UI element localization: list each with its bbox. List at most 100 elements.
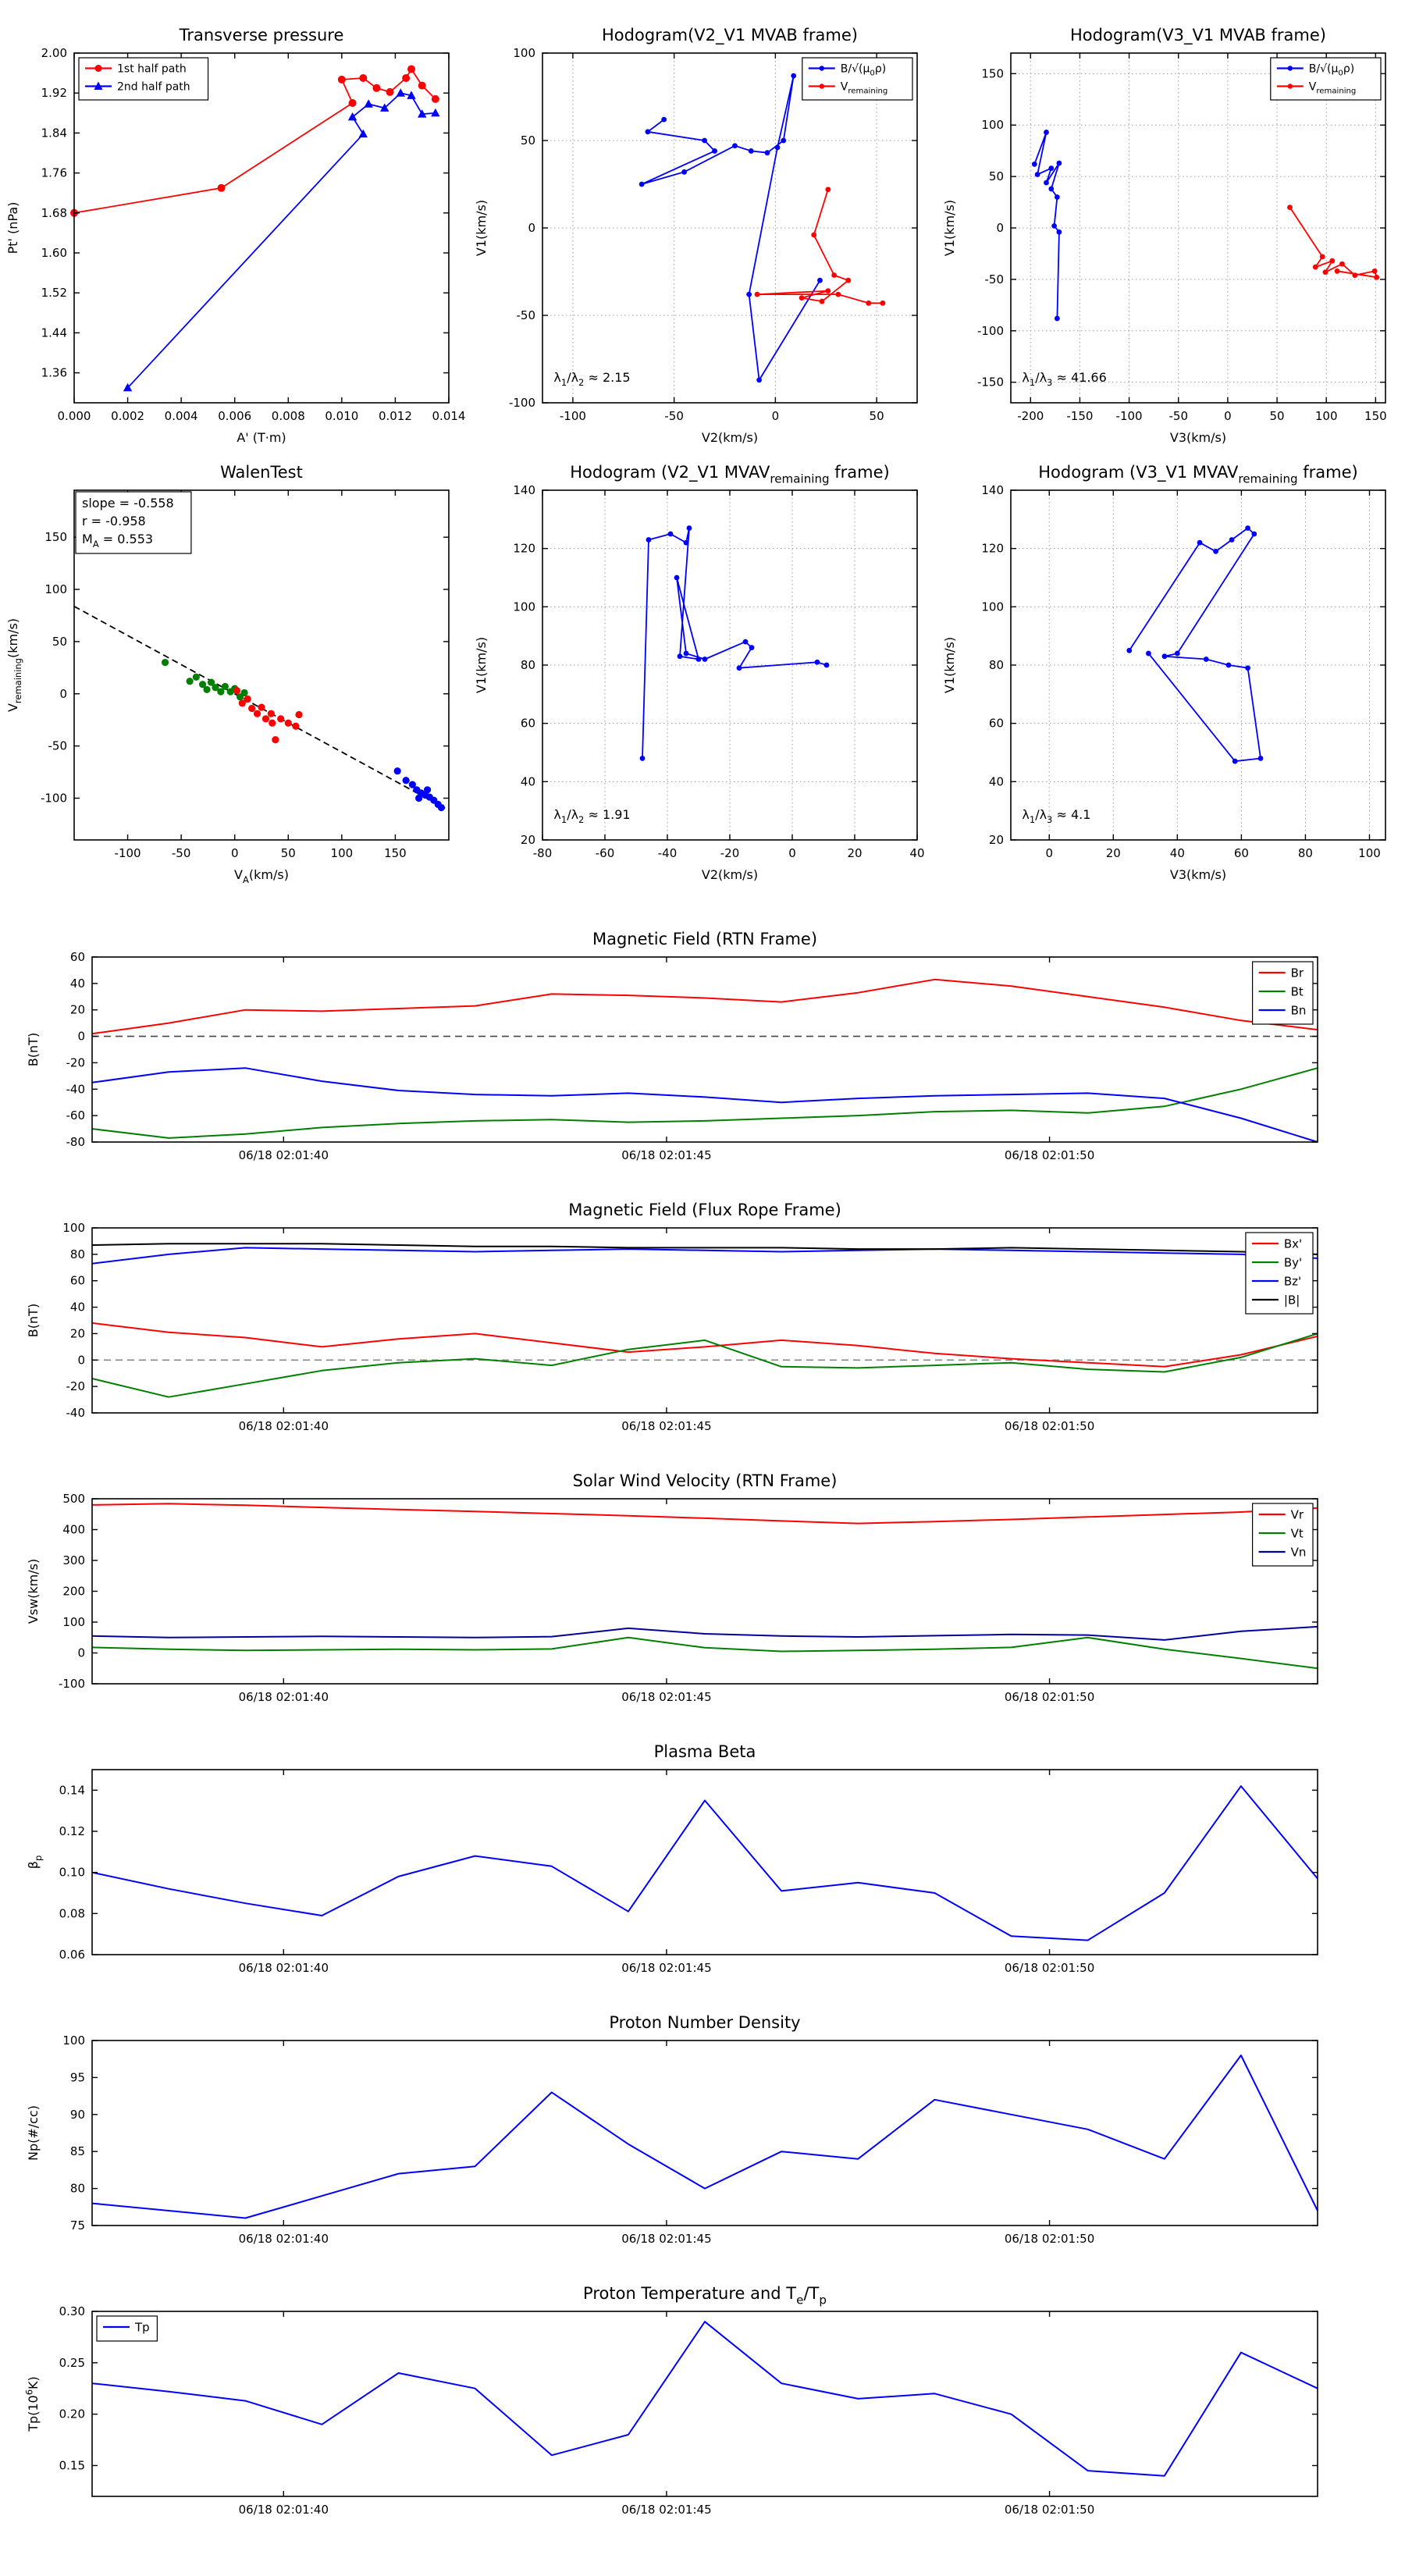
svg-text:50: 50 bbox=[1270, 409, 1285, 423]
svg-text:-100: -100 bbox=[115, 846, 141, 860]
svg-text:|B|: |B| bbox=[1284, 1293, 1300, 1307]
svg-text:V2(km/s): V2(km/s) bbox=[702, 430, 758, 445]
svg-text:-20: -20 bbox=[66, 1379, 86, 1393]
svg-text:40: 40 bbox=[70, 977, 85, 991]
panel-transverse-pressure-chart: 0.000 0.002 0.004 0.006 0.008 0.010 0.012 0.014… bbox=[5, 26, 466, 445]
svg-text:60: 60 bbox=[1234, 846, 1249, 860]
svg-text:Proton Temperature and Te/Tp: Proton Temperature and Te/Tp bbox=[583, 2284, 827, 2307]
panel-bfield-rtn-chart: 06/18 02:01:40 06/18 02:01:45 06/18 02:01:… bbox=[26, 930, 1318, 1162]
svg-text:06/18 02:01:40: 06/18 02:01:40 bbox=[239, 1148, 329, 1162]
svg-text:20: 20 bbox=[989, 833, 1004, 847]
svg-text:06/18 02:01:50: 06/18 02:01:50 bbox=[1005, 1148, 1094, 1162]
svg-text:06/18 02:01:45: 06/18 02:01:45 bbox=[621, 1148, 711, 1162]
svg-text:-200: -200 bbox=[1017, 409, 1044, 423]
svg-text:Vt: Vt bbox=[1291, 1526, 1304, 1540]
svg-text:Tp(106K): Tp(106K) bbox=[24, 2376, 41, 2432]
svg-text:0.15: 0.15 bbox=[59, 2459, 85, 2473]
svg-text:-20: -20 bbox=[66, 1055, 86, 1069]
svg-text:120: 120 bbox=[981, 542, 1004, 556]
svg-text:-100: -100 bbox=[977, 324, 1004, 338]
svg-text:06/18 02:01:45: 06/18 02:01:45 bbox=[621, 1961, 711, 1975]
svg-text:0.006: 0.006 bbox=[218, 409, 251, 423]
svg-text:βp: βp bbox=[26, 1856, 44, 1870]
svg-text:Vremaining(km/s): Vremaining(km/s) bbox=[5, 618, 23, 712]
svg-text:06/18 02:01:45: 06/18 02:01:45 bbox=[621, 1690, 711, 1704]
svg-text:-100: -100 bbox=[59, 1677, 85, 1691]
svg-text:20: 20 bbox=[847, 846, 862, 860]
svg-text:-40: -40 bbox=[66, 1406, 86, 1420]
svg-text:50: 50 bbox=[989, 169, 1004, 183]
svg-text:80: 80 bbox=[1298, 846, 1313, 860]
svg-text:06/18 02:01:45: 06/18 02:01:45 bbox=[621, 1419, 711, 1433]
svg-text:200: 200 bbox=[62, 1585, 85, 1599]
svg-text:-60: -60 bbox=[66, 1108, 86, 1123]
svg-text:0: 0 bbox=[772, 409, 780, 423]
svg-text:06/18 02:01:45: 06/18 02:01:45 bbox=[621, 2232, 711, 2246]
svg-text:V1(km/s): V1(km/s) bbox=[942, 637, 957, 693]
svg-text:06/18 02:01:40: 06/18 02:01:40 bbox=[239, 1419, 329, 1433]
svg-text:100: 100 bbox=[1358, 846, 1381, 860]
svg-text:0.06: 0.06 bbox=[59, 1948, 85, 1962]
panel-vsw-rtn: 06/18 02:01:40 06/18 02:01:45 06/18 02:01:… bbox=[0, 1463, 1405, 1732]
svg-text:0: 0 bbox=[231, 846, 239, 860]
svg-text:Hodogram(V2_V1 MVAB frame): Hodogram(V2_V1 MVAB frame) bbox=[602, 26, 858, 45]
svg-text:1.44: 1.44 bbox=[41, 326, 67, 340]
svg-text:-40: -40 bbox=[658, 846, 678, 860]
svg-text:1.60: 1.60 bbox=[41, 246, 67, 260]
panel-proton-temperature: 06/18 02:01:40 06/18 02:01:45 06/18 02:01:… bbox=[0, 2275, 1405, 2545]
svg-text:V1(km/s): V1(km/s) bbox=[474, 200, 489, 256]
svg-text:VA(km/s): VA(km/s) bbox=[234, 867, 289, 885]
svg-text:-80: -80 bbox=[66, 1135, 86, 1149]
svg-text:1st half path: 1st half path bbox=[117, 62, 187, 75]
svg-text:06/18 02:01:40: 06/18 02:01:40 bbox=[239, 1961, 329, 1975]
svg-text:By': By' bbox=[1284, 1255, 1302, 1269]
svg-text:150: 150 bbox=[44, 530, 67, 544]
panel-hodogram-v2v1-mvab: -100 -50 0 50 -100 -50 0 50 100 Hodogram(V2_V1 MV… bbox=[468, 12, 937, 450]
svg-text:r = -0.958: r = -0.958 bbox=[82, 514, 146, 528]
panel-hodogram-v2v1-mvav: -80 -60 -40 -20 0 20 40 20 40 60 80 100 120 140 Hodogr… bbox=[468, 450, 937, 887]
svg-text:80: 80 bbox=[70, 2182, 85, 2196]
svg-text:0.12: 0.12 bbox=[59, 1824, 85, 1838]
svg-text:Hodogram (V2_V1 MVAVremaining: Hodogram (V2_V1 MVAVremaining frame) bbox=[570, 463, 890, 486]
svg-text:slope = -0.558: slope = -0.558 bbox=[82, 496, 174, 511]
svg-text:Proton Number Density: Proton Number Density bbox=[609, 2013, 800, 2032]
svg-text:B/√(μ0ρ): B/√(μ0ρ) bbox=[1309, 62, 1354, 77]
svg-text:Solar Wind Velocity (RTN Frame: Solar Wind Velocity (RTN Frame) bbox=[573, 1471, 838, 1490]
svg-text:100: 100 bbox=[62, 1221, 85, 1235]
svg-text:0.000: 0.000 bbox=[58, 409, 91, 423]
panel-bfield-fluxrope: 06/18 02:01:40 06/18 02:01:45 06/18 02:01:… bbox=[0, 1192, 1405, 1461]
svg-text:100: 100 bbox=[513, 600, 535, 614]
svg-text:λ1/λ2 ≈ 1.91: λ1/λ2 ≈ 1.91 bbox=[553, 807, 630, 825]
svg-text:100: 100 bbox=[62, 1615, 85, 1629]
svg-text:0.20: 0.20 bbox=[59, 2407, 85, 2421]
svg-text:B/√(μ0ρ): B/√(μ0ρ) bbox=[841, 62, 886, 77]
svg-text:50: 50 bbox=[281, 846, 296, 860]
panel-walen-test: -100 -50 0 50 100 150 -100 -50 0 50 100 150 WalenTes… bbox=[0, 450, 468, 887]
svg-text:0.25: 0.25 bbox=[59, 2356, 85, 2370]
svg-text:50: 50 bbox=[521, 133, 535, 148]
svg-text:λ1/λ3 ≈ 4.1: λ1/λ3 ≈ 4.1 bbox=[1022, 807, 1090, 825]
svg-text:06/18 02:01:40: 06/18 02:01:40 bbox=[239, 2503, 329, 2517]
panel-hodogram-v3v1-mvab: -200 -150 -100 -50 0 50 100 150 -150 -100 -50 0 50 10… bbox=[937, 12, 1405, 450]
svg-text:0.014: 0.014 bbox=[432, 409, 466, 423]
svg-text:λ1/λ2 ≈ 2.15: λ1/λ2 ≈ 2.15 bbox=[553, 370, 630, 388]
svg-text:06/18 02:01:40: 06/18 02:01:40 bbox=[239, 2232, 329, 2246]
svg-text:Magnetic Field (Flux Rope Fram: Magnetic Field (Flux Rope Frame) bbox=[568, 1201, 841, 1219]
svg-text:0.004: 0.004 bbox=[165, 409, 198, 423]
svg-text:06/18 02:01:50: 06/18 02:01:50 bbox=[1005, 2503, 1094, 2517]
svg-text:Vr: Vr bbox=[1291, 1507, 1304, 1521]
svg-text:400: 400 bbox=[62, 1523, 85, 1537]
svg-text:-50: -50 bbox=[517, 308, 536, 322]
svg-text:0: 0 bbox=[77, 1353, 85, 1367]
svg-text:0: 0 bbox=[59, 687, 67, 701]
svg-text:Np(#/cc): Np(#/cc) bbox=[26, 2105, 41, 2161]
mva-analysis-grid: 0.000 0.002 0.004 0.006 0.008 0.010 0.012 0.014… bbox=[0, 12, 1405, 887]
svg-text:40: 40 bbox=[989, 774, 1004, 788]
svg-text:06/18 02:01:40: 06/18 02:01:40 bbox=[239, 1690, 329, 1704]
svg-text:40: 40 bbox=[521, 774, 535, 788]
svg-text:0.010: 0.010 bbox=[325, 409, 358, 423]
svg-text:0: 0 bbox=[996, 221, 1004, 235]
svg-text:0: 0 bbox=[1224, 409, 1232, 423]
svg-text:20: 20 bbox=[70, 1326, 85, 1340]
